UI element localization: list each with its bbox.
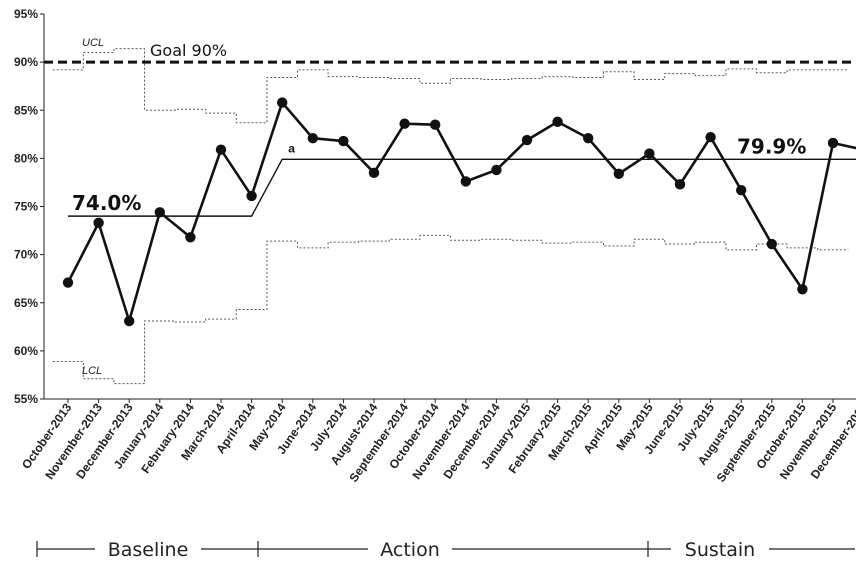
- data-point-5: [185, 232, 196, 243]
- y-tick-label: 65%: [14, 296, 38, 310]
- lcl-label: LCL: [82, 365, 102, 377]
- data-point-18: [583, 132, 594, 144]
- data-point-10: [338, 135, 349, 147]
- data-point-12: [399, 118, 410, 129]
- data-point-15: [491, 164, 502, 176]
- action-mean-label: 79.9%: [737, 134, 806, 158]
- data-point-6: [215, 144, 227, 155]
- data-point-26: [827, 137, 839, 149]
- ucl-label: UCL: [82, 37, 104, 49]
- y-tick-label: 85%: [14, 103, 38, 117]
- x-tick-labels: October-2013November-2013December-2013Ja…: [19, 400, 856, 484]
- y-tick-label: 70%: [14, 248, 38, 262]
- data-point-8: [277, 97, 288, 108]
- data-point-3: [124, 315, 135, 327]
- data-point-1: [62, 277, 74, 288]
- phase-bar: Baseline Action Sustain: [36, 539, 855, 561]
- chart-annotations: Goal 90% UCL LCL 74.0% 79.9% a: [72, 37, 806, 377]
- phase-label-sustain: Sustain: [685, 539, 755, 561]
- goal-label: Goal 90%: [150, 41, 227, 60]
- y-tick-label: 55%: [14, 392, 38, 406]
- phase-label-action: Action: [380, 539, 440, 561]
- axes: [40, 13, 856, 403]
- data-point-25: [797, 284, 808, 295]
- y-tick-label: 60%: [14, 344, 38, 358]
- data-point-19: [613, 168, 624, 179]
- lcl-line: [52, 234, 849, 385]
- baseline-mean-label: 74.0%: [72, 191, 141, 215]
- ucl-line: [52, 48, 849, 124]
- y-tick-label: 95%: [14, 7, 38, 21]
- ucl-step-line: [52, 48, 849, 124]
- y-tick-label: 75%: [14, 200, 38, 214]
- data-points: [62, 97, 839, 327]
- data-point-2: [93, 217, 104, 229]
- data-point-9: [307, 132, 318, 144]
- phase-label-baseline: Baseline: [108, 539, 189, 561]
- data-point-14: [460, 176, 471, 187]
- data-point-21: [674, 179, 686, 190]
- data-point-17: [552, 116, 563, 128]
- data-point-22: [705, 132, 716, 143]
- data-point-23: [736, 184, 747, 196]
- data-point-24: [766, 238, 777, 250]
- lcl-step-line: [52, 234, 849, 385]
- y-tick-labels: 55% 60% 65% 70% 75% 80% 85% 90% 95%: [14, 7, 38, 406]
- data-point-7: [246, 190, 257, 202]
- y-tick-label: 90%: [14, 55, 38, 69]
- data-point-11: [368, 167, 380, 179]
- data-point-20: [644, 148, 655, 159]
- y-tick-label: 80%: [14, 151, 38, 165]
- data-point-16: [521, 134, 533, 146]
- data-point-4: [154, 207, 165, 218]
- data-point-13: [430, 119, 441, 130]
- shift-annotation: a: [288, 141, 295, 155]
